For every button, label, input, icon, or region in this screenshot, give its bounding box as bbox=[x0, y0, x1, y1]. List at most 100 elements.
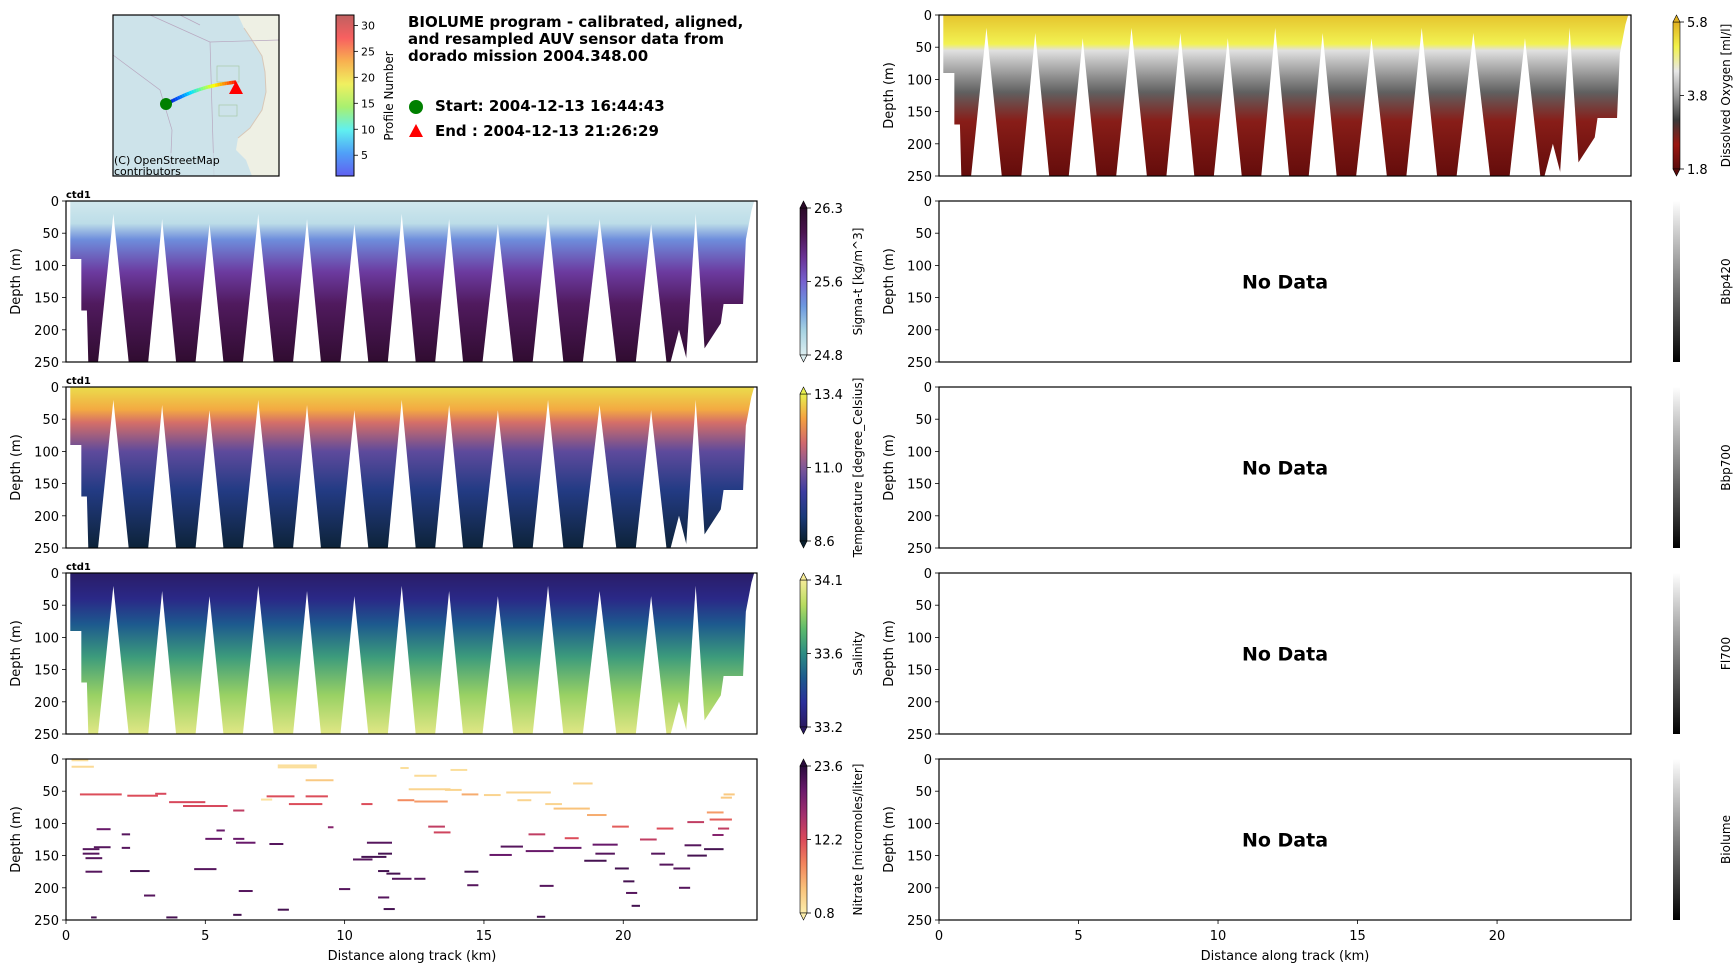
plot-frame bbox=[938, 758, 1632, 921]
colorbar-label: Bbp700 bbox=[1719, 444, 1733, 490]
nitrate-sample bbox=[144, 894, 156, 897]
y-tick-label: 200 bbox=[907, 324, 932, 339]
profile-tick-label: 15 bbox=[361, 97, 375, 110]
colorbar-bbp700: Bbp700 bbox=[1673, 387, 1733, 548]
nitrate-sample bbox=[651, 852, 666, 855]
colorbar-bbp420: Bbp420 bbox=[1673, 201, 1733, 362]
panel-biolume: No Data 0 50 100 150 200 250 Depth (m) 0 5 10 15 20 B… bbox=[882, 753, 1733, 944]
colorbar-tick-label: 26.3 bbox=[814, 202, 843, 217]
x-tick-label: 10 bbox=[336, 929, 353, 944]
plot-frame bbox=[65, 200, 758, 363]
nitrate-sample bbox=[79, 793, 122, 796]
x-tick-label: 15 bbox=[476, 929, 493, 944]
y-tick-label: 200 bbox=[907, 882, 932, 897]
no-data-wedge bbox=[387, 399, 416, 548]
x-tick-label: 5 bbox=[1074, 929, 1082, 944]
no-data-wedge bbox=[387, 213, 416, 362]
panel-bbp700: No Data 0 50 100 150 200 250 Depth (m) Bbp700 bbox=[882, 381, 1733, 557]
section-field bbox=[66, 201, 757, 362]
plot-frame bbox=[65, 386, 758, 549]
y-tick-label: 100 bbox=[907, 73, 932, 88]
no-data-wedge bbox=[435, 405, 464, 548]
colorbar-tick-label: 33.6 bbox=[814, 648, 843, 663]
nitrate-sample bbox=[500, 845, 523, 848]
colorbar-tick-label: 13.4 bbox=[814, 388, 843, 403]
colorbar-tick-label: 8.6 bbox=[814, 535, 835, 550]
track-segment bbox=[174, 96, 179, 102]
y-tick-label: 0 bbox=[924, 195, 932, 210]
nitrate-sample bbox=[305, 795, 328, 798]
legend-start-label: Start: 2004-12-13 16:44:43 bbox=[435, 97, 665, 115]
y-tick-label: 200 bbox=[34, 324, 59, 339]
colorbar-tick-label: 24.8 bbox=[814, 349, 843, 364]
nitrate-sample bbox=[391, 877, 412, 880]
nitrate-sample bbox=[216, 829, 225, 832]
figure-title: BIOLUME program - calibrated, aligned, a… bbox=[408, 13, 743, 65]
nitrate-sample bbox=[595, 852, 615, 855]
y-tick-label: 0 bbox=[51, 381, 59, 396]
track-segment bbox=[183, 92, 188, 97]
nitrate-sample bbox=[169, 801, 206, 804]
track-segment bbox=[193, 88, 197, 94]
map-credit-bg bbox=[113, 153, 223, 176]
nitrate-sample bbox=[704, 848, 724, 851]
nitrate-sample bbox=[266, 795, 295, 798]
nitrate-sample bbox=[82, 848, 100, 851]
nitrate-sample bbox=[233, 913, 242, 916]
nitrate-sample bbox=[327, 826, 334, 829]
nitrate-sample bbox=[626, 891, 638, 894]
nitrate-sample bbox=[720, 796, 732, 799]
x-tick-label: 0 bbox=[935, 929, 943, 944]
no-data-label: No Data bbox=[1242, 644, 1328, 666]
nitrate-sample bbox=[85, 870, 103, 873]
colorbar-tick-label: 1.8 bbox=[1687, 163, 1708, 178]
y-tick-label: 250 bbox=[34, 914, 59, 929]
nitrate-sample bbox=[545, 803, 562, 806]
legend: Start: 2004-12-13 16:44:43 End : 2004-12… bbox=[409, 97, 665, 140]
nitrate-sample bbox=[233, 809, 245, 812]
no-data-wedge bbox=[98, 585, 129, 734]
nitrate-sample bbox=[444, 788, 462, 791]
no-data-wedge bbox=[1559, 27, 1580, 176]
nitrate-sample bbox=[235, 841, 256, 844]
no-data-wedge bbox=[242, 399, 274, 548]
nitrate-sample bbox=[433, 831, 451, 834]
nitrate-sample bbox=[378, 852, 392, 855]
x-axis-label-left: Distance along track (km) bbox=[328, 949, 497, 964]
y-tick-label: 50 bbox=[915, 785, 932, 800]
y-axis-label: Depth (m) bbox=[9, 806, 24, 873]
track-segment bbox=[198, 87, 202, 92]
y-tick-label: 200 bbox=[34, 510, 59, 525]
no-data-wedge bbox=[582, 405, 617, 548]
no-data-wedge bbox=[532, 585, 564, 734]
plot-frame bbox=[938, 386, 1632, 549]
no-data-wedge bbox=[685, 585, 706, 734]
y-tick-label: 150 bbox=[907, 106, 932, 121]
profile-tick-label: 5 bbox=[361, 149, 368, 162]
nitrate-sample bbox=[238, 890, 253, 893]
track-segment bbox=[202, 85, 207, 90]
map-credit-line-1: (C) OpenStreetMap bbox=[114, 154, 220, 167]
legend-end-marker bbox=[409, 124, 423, 137]
colorbar-biolume: Biolume bbox=[1673, 759, 1733, 920]
y-tick-label: 100 bbox=[34, 817, 59, 832]
profile-colorbar: 5 10 15 20 25 30 Profile Number bbox=[335, 14, 396, 177]
x-tick-label: 15 bbox=[1349, 929, 1366, 944]
nitrate-sample bbox=[623, 880, 635, 883]
y-axis-label: Depth (m) bbox=[882, 806, 897, 873]
no-data-wedge bbox=[482, 410, 514, 548]
no-data-wedge bbox=[340, 596, 369, 734]
profile-tick-label: 20 bbox=[361, 71, 375, 84]
track-segment bbox=[186, 91, 190, 96]
colorbar-label: Fl700 bbox=[1719, 637, 1733, 670]
right-edge-mask bbox=[1569, 15, 1631, 176]
colorbar-fill bbox=[799, 207, 808, 356]
nitrate-sample bbox=[414, 800, 448, 803]
nitrate-sample bbox=[378, 870, 390, 873]
colorbar-dissolved-oxygen: 5.8 3.8 1.8 Dissolved Oxygen [ml/l] bbox=[1672, 14, 1733, 178]
no-data-wedge bbox=[293, 591, 321, 734]
colorbar-extend-min bbox=[799, 912, 808, 921]
nitrate-sample bbox=[383, 908, 395, 911]
nitrate-sample bbox=[397, 799, 415, 802]
legend-end-label: End : 2004-12-13 21:26:29 bbox=[435, 122, 659, 140]
